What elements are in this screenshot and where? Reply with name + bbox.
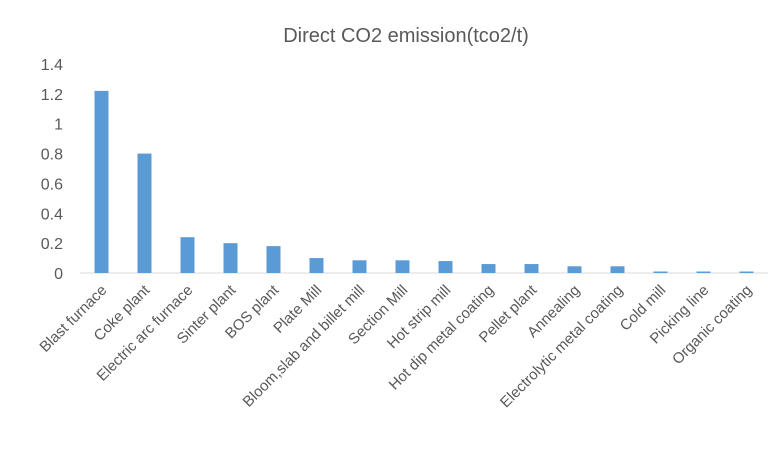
- bar: [524, 264, 539, 273]
- bars: [94, 90, 754, 273]
- bar: [137, 153, 152, 273]
- bar: [352, 260, 367, 273]
- y-tick-label: 1.2: [41, 87, 63, 104]
- y-tick-label: 1: [54, 117, 63, 134]
- bar: [180, 237, 195, 273]
- bar: [567, 266, 582, 273]
- bar: [696, 271, 711, 273]
- bar: [266, 246, 281, 273]
- x-tick-label: Blast furnace: [36, 282, 110, 356]
- y-tick-label: 0.2: [41, 236, 63, 253]
- y-tick-label: 0.8: [41, 147, 63, 164]
- y-tick-label: 0: [54, 266, 63, 283]
- x-tick-label: Organic coating: [669, 282, 755, 368]
- bar: [223, 243, 238, 273]
- y-tick-label: 1.4: [41, 57, 63, 74]
- bar: [653, 271, 668, 273]
- bar: [395, 260, 410, 273]
- y-tick-label: 0.6: [41, 176, 63, 193]
- y-axis-ticks: 0 0.2 0.4 0.6 0.8 1 1.2 1.4: [41, 57, 63, 283]
- bar: [481, 264, 496, 273]
- chart-title: Direct CO2 emission(tco2/t): [283, 25, 529, 47]
- bar: [309, 258, 324, 273]
- bar: [610, 266, 625, 273]
- bar: [739, 271, 754, 273]
- bar: [438, 261, 453, 273]
- bar: [94, 90, 109, 273]
- y-tick-label: 0.4: [41, 206, 63, 223]
